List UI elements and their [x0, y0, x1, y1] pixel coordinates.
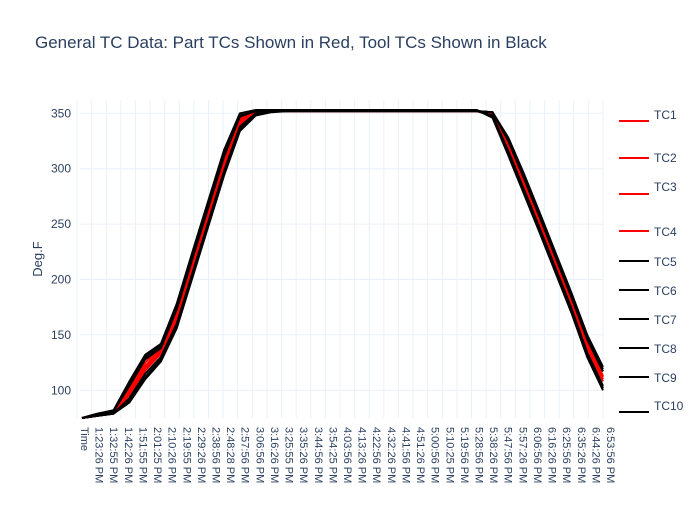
- legend-label: TC5: [654, 255, 677, 269]
- legend-label: TC9: [654, 371, 677, 385]
- x-tick-label: 6:53:56 PM: [604, 427, 616, 483]
- x-tick-label: 2:10:26 PM: [166, 427, 178, 483]
- x-tick-label: 1:32:55 PM: [107, 427, 119, 483]
- x-tick-label: 2:29:26 PM: [195, 427, 207, 483]
- legend-label: TC1: [654, 108, 677, 122]
- y-tick-label: 350: [51, 106, 71, 120]
- x-tick-label: 2:57:56 PM: [239, 427, 251, 483]
- legend-label: TC7: [654, 313, 677, 327]
- series-line-tc7: [81, 110, 604, 419]
- x-tick-label: 3:06:56 PM: [253, 427, 265, 483]
- x-tick-label: 3:25:55 PM: [283, 427, 295, 483]
- x-tick-label: 5:19:56 PM: [458, 427, 470, 483]
- x-tick-label: 4:03:56 PM: [341, 427, 353, 483]
- y-axis-label: Deg.F: [30, 241, 45, 276]
- x-tick-label: 2:48:28 PM: [224, 427, 236, 483]
- legend-label: TC10: [654, 399, 684, 413]
- legend-label: TC4: [654, 225, 677, 239]
- series-line-tc8: [81, 110, 604, 419]
- x-tick-label: 5:00:56 PM: [429, 427, 441, 483]
- x-tick-label: 6:16:26 PM: [546, 427, 558, 483]
- x-tick-label: 5:57:26 PM: [516, 427, 528, 483]
- x-tick-label: 6:44:26 PM: [589, 427, 601, 483]
- y-tick-label: 250: [51, 217, 71, 231]
- series-line-tc9: [81, 110, 604, 419]
- y-tick-label: 100: [51, 383, 71, 397]
- x-tick-label: 4:41:56 PM: [399, 427, 411, 483]
- series-line-tc6: [81, 109, 604, 419]
- series-line-tc1: [81, 110, 604, 419]
- x-tick-label: 4:32:26 PM: [385, 427, 397, 483]
- series-group: [81, 109, 604, 419]
- x-tick-label: 3:35:26 PM: [297, 427, 309, 483]
- x-tick-label: 3:16:26 PM: [268, 427, 280, 483]
- x-tick-label: 2:19:55 PM: [180, 427, 192, 483]
- x-tick-label: 5:47:56 PM: [502, 427, 514, 483]
- x-tick-label: 6:25:56 PM: [560, 427, 572, 483]
- x-tick-label: 5:38:26 PM: [487, 427, 499, 483]
- series-line-tc4: [81, 110, 604, 419]
- x-tick-label: 4:13:26 PM: [356, 427, 368, 483]
- legend-label: TC2: [654, 151, 677, 165]
- y-tick-label: 150: [51, 328, 71, 342]
- y-tick-label: 200: [51, 272, 71, 286]
- x-tick-label: 2:38:56 PM: [210, 427, 222, 483]
- x-tick-label: 4:22:56 PM: [370, 427, 382, 483]
- x-tick-label: 3:54:25 PM: [326, 427, 338, 483]
- x-tick-label: 5:28:56 PM: [473, 427, 485, 483]
- series-line-tc3: [81, 110, 604, 419]
- series-line-tc2: [81, 110, 604, 419]
- y-tick-label: 300: [51, 162, 71, 176]
- x-tick-label: Time: [78, 427, 90, 451]
- x-tick-label: 3:44:56 PM: [312, 427, 324, 483]
- chart-title: General TC Data: Part TCs Shown in Red, …: [35, 33, 547, 52]
- x-tick-label: 4:51:26 PM: [414, 427, 426, 483]
- x-tick-label: 6:06:56 PM: [531, 427, 543, 483]
- series-line-tc10: [81, 110, 604, 419]
- series-line-tc5: [81, 109, 604, 419]
- grid: [76, 100, 604, 418]
- legend-label: TC8: [654, 342, 677, 356]
- x-tick-label: 5:10:25 PM: [443, 427, 455, 483]
- legend-label: TC3: [654, 180, 677, 194]
- x-tick-label: 2:01:25 PM: [151, 427, 163, 483]
- x-tick-label: 6:35:26 PM: [575, 427, 587, 483]
- x-tick-label: 1:42:26 PM: [122, 427, 134, 483]
- x-tick-label: 1:51:55 PM: [136, 427, 148, 483]
- legend-label: TC6: [654, 284, 677, 298]
- x-tick-label: 1:23:26 PM: [93, 427, 105, 483]
